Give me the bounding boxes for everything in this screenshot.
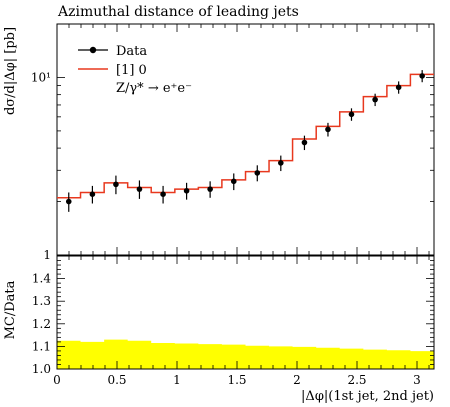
- x-tick-label: 0.5: [107, 373, 126, 387]
- data-point: [348, 111, 355, 118]
- legend-data-label: Data: [116, 44, 147, 59]
- legend-process-label: Z/γ* → e⁺e⁻: [116, 81, 192, 96]
- x-tick-label: 3: [413, 373, 421, 387]
- data-point: [395, 84, 402, 91]
- ratio-plot-area: 0 0.5 1 1.5 2 2.5 3 1.0 1.1 1.2 1.3 1.4: [32, 24, 435, 387]
- data-point: [254, 170, 261, 176]
- ratio-band: [57, 339, 434, 369]
- data-point: [372, 96, 378, 103]
- ratio-y-tick-label: 1.3: [32, 294, 51, 308]
- ratio-y-tick-label: 1.1: [32, 339, 51, 353]
- mc-histogram: [57, 73, 434, 199]
- x-tick-label: 0: [53, 373, 61, 387]
- x-tick-label: 2.5: [347, 373, 366, 387]
- ratio-y-axis-label: MC/Data: [3, 280, 18, 339]
- data-point: [278, 160, 284, 166]
- main-plot-area: 1 10¹: [31, 23, 435, 262]
- data-point: [136, 186, 143, 192]
- x-tick-label: 1.5: [227, 373, 246, 387]
- ratio-y-tick-label: 1.4: [32, 272, 51, 286]
- legend: Data [1] 0 Z/γ* → e⁺e⁻: [78, 44, 192, 96]
- data-point: [325, 126, 331, 133]
- data-point: [183, 187, 190, 194]
- x-axis-label: |Δφ|(1st jet, 2nd jet): [301, 389, 434, 404]
- data-point: [89, 191, 96, 198]
- y-tick-label: 10¹: [31, 70, 51, 84]
- ratio-y-tick-label: 1.2: [32, 317, 51, 331]
- main-y-axis-label: dσ/d|Δφ| [pb]: [3, 27, 18, 115]
- data-point: [65, 198, 72, 205]
- data-point: [230, 178, 237, 185]
- legend-mc-label: [1] 0: [116, 63, 147, 78]
- data-point: [113, 181, 119, 188]
- ratio-y-tick-label: 1.0: [32, 362, 51, 376]
- chart-title: Azimuthal distance of leading jets: [57, 4, 299, 20]
- data-point: [301, 139, 308, 146]
- y-tick-label: 1: [43, 248, 51, 262]
- data-point: [419, 73, 425, 79]
- ratio-frame-box: [56, 255, 435, 370]
- main-frame-box: [56, 23, 435, 256]
- data-point: [207, 186, 213, 192]
- legend-data-marker: [89, 46, 97, 54]
- x-tick-label: 2: [293, 373, 301, 387]
- data-point: [160, 191, 166, 198]
- x-tick-label: 1: [173, 373, 181, 387]
